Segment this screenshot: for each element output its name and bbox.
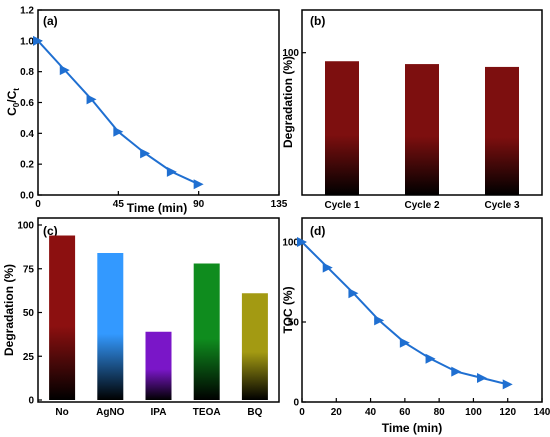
y-tick-label: 0.6 xyxy=(20,98,34,109)
data-point xyxy=(33,35,43,46)
y-tick-label: 25 xyxy=(23,352,35,363)
x-tick-label: 140 xyxy=(534,407,550,418)
data-point xyxy=(425,353,436,364)
category-label: Cycle 3 xyxy=(484,200,519,211)
x-tick-label: 0 xyxy=(299,407,305,418)
data-point xyxy=(113,126,124,137)
bar xyxy=(405,64,439,195)
panel-c-ticks: 0 25 50 75 100 No AgNO IPA TEOA BQ xyxy=(17,221,262,419)
panel-c-frame xyxy=(37,217,280,403)
panel-b-label: (b) xyxy=(310,14,325,28)
panel-d-ticks: 0 50 100 0 20 40 60 80 100 120 140 xyxy=(282,238,550,419)
x-tick-label: 45 xyxy=(113,199,125,210)
panel-a-frame xyxy=(37,9,280,196)
category-label: Cycle 2 xyxy=(404,200,439,211)
data-point xyxy=(348,288,359,299)
panel-c-label: (c) xyxy=(43,224,58,238)
y-tick-label: 50 xyxy=(23,308,35,319)
category-label: Cycle 1 xyxy=(324,200,359,211)
data-point xyxy=(451,366,462,377)
data-point xyxy=(502,379,513,390)
panel-d-ylabel: TOC (%) xyxy=(281,286,295,333)
panel-c-ylabel: Degradation (%) xyxy=(2,264,16,356)
y-tick-label: 100 xyxy=(282,238,299,249)
panel-c: (c) Degradation (%) 0 25 50 75 100 No AgNO IPA T… xyxy=(2,217,280,419)
data-point xyxy=(477,373,487,383)
y-tick-label: 0.8 xyxy=(20,67,34,78)
y-tick-label: 0 xyxy=(293,398,299,409)
panel-b: (b) Degradation (%) 100 Cycle 1 Cycle 2 Cyc… xyxy=(281,9,543,211)
bar xyxy=(49,235,76,400)
x-tick-label: 90 xyxy=(193,199,205,210)
data-point xyxy=(374,315,385,326)
panel-a-ylabel: C0/Ct xyxy=(5,88,21,116)
panel-a-plot xyxy=(33,35,204,190)
x-tick-label: 20 xyxy=(331,407,343,418)
category-label: IPA xyxy=(151,407,167,418)
panel-d-label: (d) xyxy=(310,224,325,238)
panel-b-plot xyxy=(325,61,519,195)
category-label: AgNO xyxy=(96,407,125,418)
category-label: TEOA xyxy=(193,407,221,418)
x-tick-label: 100 xyxy=(465,407,482,418)
bar xyxy=(325,61,359,195)
panel-c-plot xyxy=(49,235,268,400)
data-point xyxy=(140,148,151,159)
bar xyxy=(193,263,220,400)
panel-a-ticks: 0.0 0.2 0.4 0.6 0.8 1.0 1.2 0 45 90 135 xyxy=(20,6,288,211)
panel-a-xlabel: Time (min) xyxy=(127,201,187,215)
bar xyxy=(485,66,519,195)
y-tick-label: 1.0 xyxy=(20,36,34,47)
panel-a: (a) C0/Ct Time (min) 0.0 0.2 0.4 0.6 0.8 1.0 1… xyxy=(5,6,288,216)
x-tick-label: 135 xyxy=(271,199,288,210)
bar xyxy=(145,331,172,400)
y-tick-label: 0.0 xyxy=(20,191,34,202)
series-line xyxy=(37,40,200,186)
y-tick-label: 100 xyxy=(17,221,34,232)
data-point xyxy=(86,94,97,105)
y-tick-label: 0.4 xyxy=(20,129,34,140)
panel-b-ylabel: Degradation (%) xyxy=(281,56,295,148)
panel-d-plot xyxy=(297,237,513,390)
data-point xyxy=(322,262,333,273)
y-tick-label: 1.2 xyxy=(20,6,34,17)
bar xyxy=(241,293,268,400)
series-line xyxy=(301,241,508,386)
data-point xyxy=(59,65,70,76)
y-tick-label: 75 xyxy=(23,264,35,275)
x-tick-label: 120 xyxy=(499,407,516,418)
y-tick-label: 50 xyxy=(288,318,300,329)
data-point xyxy=(297,237,307,247)
x-tick-label: 0 xyxy=(35,199,41,210)
y-tick-label: 100 xyxy=(282,48,299,59)
y-tick-label: 0 xyxy=(28,396,34,407)
category-label: BQ xyxy=(247,407,262,418)
panel-d: (d) TOC (%) Time (min) 0 50 100 0 20 40 60 80 10… xyxy=(281,217,550,435)
panel-d-frame xyxy=(301,217,543,403)
data-point xyxy=(166,166,177,177)
x-tick-label: 40 xyxy=(365,407,377,418)
data-point xyxy=(399,337,410,348)
panel-d-xlabel: Time (min) xyxy=(382,421,442,435)
panel-a-label: (a) xyxy=(43,14,58,28)
y-tick-label: 0.2 xyxy=(20,160,34,171)
category-label: No xyxy=(55,407,68,418)
bar xyxy=(97,253,124,400)
data-point xyxy=(193,179,204,190)
x-tick-label: 60 xyxy=(399,407,411,418)
x-tick-label: 80 xyxy=(434,407,446,418)
panel-b-ticks: 100 Cycle 1 Cycle 2 Cycle 3 xyxy=(282,48,520,211)
